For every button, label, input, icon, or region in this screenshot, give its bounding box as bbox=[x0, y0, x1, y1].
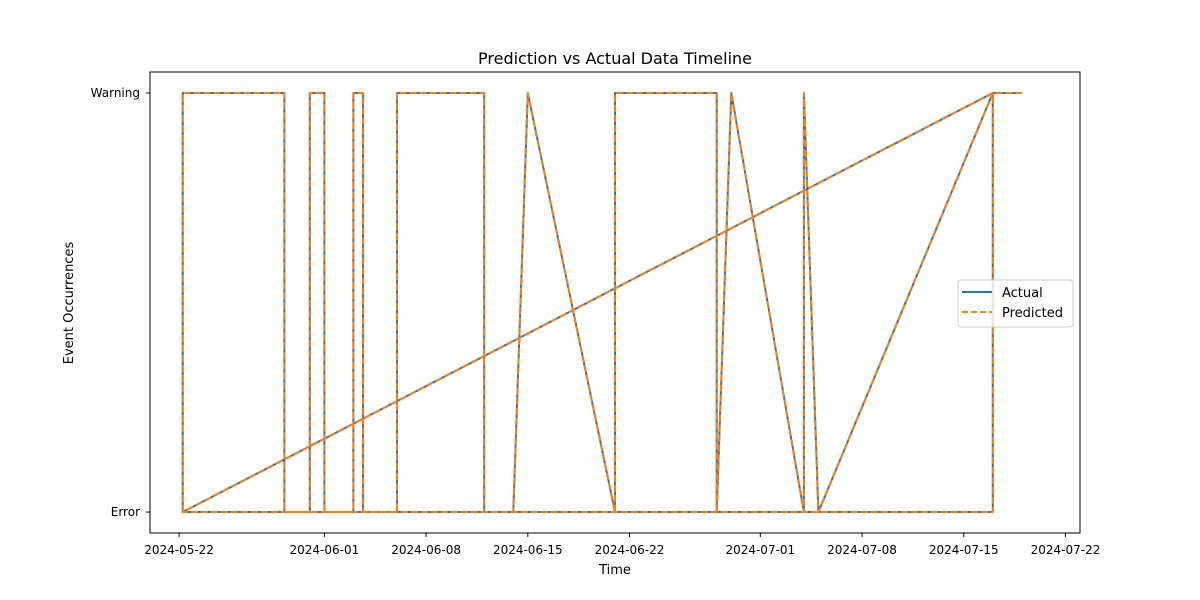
axis-ticks: 2024-05-22 2024-06-01 2024-06-08 2024-06-15… bbox=[91, 86, 1101, 557]
y-tick-label: Error bbox=[111, 505, 140, 519]
x-tick-label: 2024-07-22 bbox=[1031, 543, 1101, 557]
plot-area bbox=[181, 92, 1022, 513]
x-tick-label: 2024-06-22 bbox=[595, 543, 665, 557]
y-tick-label: Warning bbox=[91, 86, 140, 100]
x-tick-label: 2024-07-08 bbox=[827, 543, 897, 557]
legend-label-predicted: Predicted bbox=[1002, 306, 1063, 321]
x-tick-label: 2024-05-22 bbox=[144, 543, 214, 557]
chart-title: Prediction vs Actual Data Timeline bbox=[478, 49, 752, 68]
legend: Actual Predicted bbox=[957, 279, 1074, 328]
x-tick-label: 2024-06-01 bbox=[290, 543, 360, 557]
x-tick-label: 2024-06-15 bbox=[493, 543, 563, 557]
x-tick-label: 2024-06-08 bbox=[391, 543, 461, 557]
axes-frame bbox=[149, 71, 1081, 534]
series-line-predicted bbox=[181, 92, 1022, 513]
legend-label-actual: Actual bbox=[1002, 286, 1043, 301]
y-axis-label: Event Occurrences bbox=[62, 242, 77, 365]
x-tick-label: 2024-07-15 bbox=[929, 543, 999, 557]
x-axis-label: Time bbox=[598, 563, 631, 578]
x-tick-label: 2024-07-01 bbox=[725, 543, 795, 557]
